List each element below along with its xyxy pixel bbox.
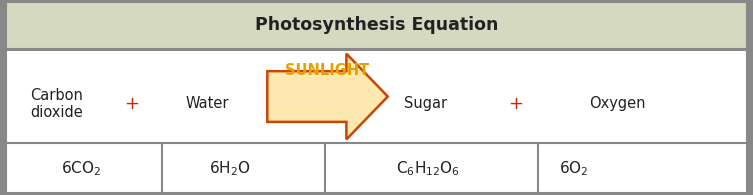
Bar bbox=[6, 2, 747, 49]
Bar bbox=[6, 51, 747, 143]
Text: $\mathregular{6O_2}$: $\mathregular{6O_2}$ bbox=[559, 160, 589, 178]
Text: +: + bbox=[508, 95, 523, 113]
Text: $\mathregular{C_6H_{12}O_6}$: $\mathregular{C_6H_{12}O_6}$ bbox=[396, 160, 459, 178]
Text: Oxygen: Oxygen bbox=[589, 96, 646, 111]
Text: SUNLIGHT: SUNLIGHT bbox=[285, 63, 370, 78]
Text: +: + bbox=[124, 95, 139, 113]
Text: Sugar: Sugar bbox=[404, 96, 447, 111]
Bar bbox=[6, 144, 747, 193]
FancyArrow shape bbox=[267, 54, 388, 139]
Bar bbox=[4, 2, 749, 50]
Text: Photosynthesis Equation: Photosynthesis Equation bbox=[255, 16, 498, 34]
Text: $\mathregular{6CO_2}$: $\mathregular{6CO_2}$ bbox=[61, 160, 102, 178]
Text: $\mathregular{6H_2O}$: $\mathregular{6H_2O}$ bbox=[209, 160, 251, 178]
Text: Water: Water bbox=[185, 96, 229, 111]
Text: Carbon
dioxide: Carbon dioxide bbox=[30, 88, 83, 120]
